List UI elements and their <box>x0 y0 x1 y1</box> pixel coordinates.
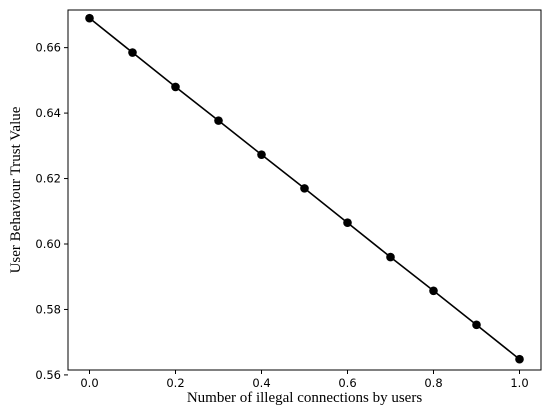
x-tick-label: 0.2 <box>166 376 184 390</box>
y-axis-label: User Behaviour Trust Value <box>8 106 24 273</box>
y-tick-label: 0.58 <box>35 302 61 316</box>
data-point <box>128 48 137 57</box>
data-point <box>171 82 180 92</box>
x-axis-ticks: 0.0 0.2 0.4 0.6 0.8 1.0 <box>80 370 529 390</box>
data-point <box>85 13 94 23</box>
data-point <box>472 320 481 330</box>
y-tick-label: 0.66 <box>35 41 61 55</box>
data-point <box>386 252 395 262</box>
data-point <box>343 218 352 228</box>
data-point <box>429 286 438 296</box>
x-tick-label: 0.8 <box>424 376 442 390</box>
x-axis-label: Number of illegal connections by users <box>187 390 423 406</box>
series-points <box>85 13 524 364</box>
x-tick-label: 0.0 <box>80 376 98 390</box>
y-axis-ticks: 0.56 0.58 0.60 0.62 0.64 0.66 <box>35 41 68 382</box>
data-point <box>214 116 223 125</box>
y-tick-label: 0.62 <box>35 172 61 186</box>
x-tick-label: 1.0 <box>510 376 528 390</box>
data-point <box>515 354 524 364</box>
data-point <box>257 150 266 159</box>
plot-area-frame <box>67 9 542 371</box>
y-tick-label: 0.60 <box>35 237 61 251</box>
y-tick-label: 0.56 <box>35 368 61 382</box>
y-tick-label: 0.64 <box>35 106 61 120</box>
data-point <box>300 184 309 193</box>
x-tick-label: 0.6 <box>338 376 356 390</box>
x-tick-label: 0.4 <box>252 376 270 390</box>
